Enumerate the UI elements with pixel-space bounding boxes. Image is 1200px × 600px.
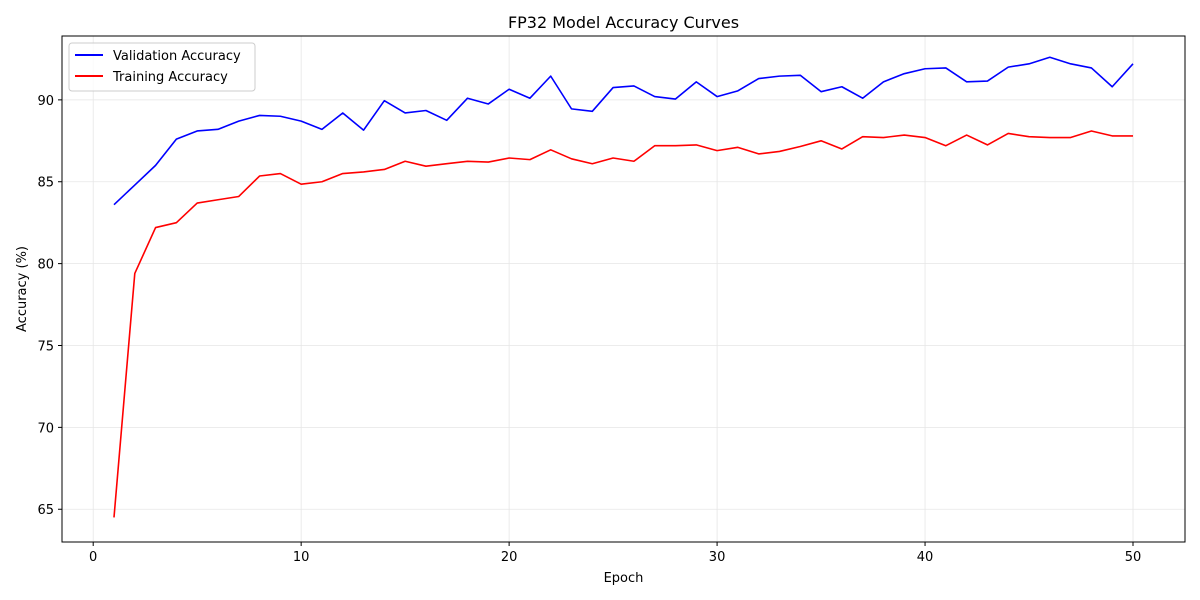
y-tick-label: 80 — [37, 258, 54, 273]
legend-box — [68, 42, 256, 92]
legend-label-training: Training Accuracy — [112, 70, 228, 85]
x-tick-label: 50 — [1125, 550, 1142, 565]
x-axis-label: Epoch — [604, 571, 644, 586]
y-axis-label: Accuracy (%) — [15, 246, 30, 332]
legend: Validation Accuracy Training Accuracy — [68, 42, 256, 92]
axis-ticks: 0 10 20 30 40 50 65 70 75 80 85 90 — [37, 94, 1141, 565]
y-tick-label: 85 — [37, 176, 54, 191]
grid-lines — [62, 36, 1185, 542]
y-tick-label: 70 — [37, 421, 54, 436]
series-line-validation-accuracy — [113, 56, 1134, 206]
series-line-training-accuracy — [113, 130, 1134, 518]
x-tick-label: 20 — [501, 550, 518, 565]
y-tick-label: 65 — [37, 503, 54, 518]
x-tick-label: 30 — [709, 550, 726, 565]
x-tick-label: 0 — [89, 550, 97, 565]
legend-label-validation: Validation Accuracy — [113, 49, 241, 64]
chart-title: FP32 Model Accuracy Curves — [508, 13, 739, 32]
plot-frame — [61, 35, 1186, 543]
series-lines — [113, 56, 1134, 518]
y-tick-label: 75 — [37, 339, 54, 354]
y-tick-label: 90 — [37, 94, 54, 109]
x-tick-label: 40 — [917, 550, 934, 565]
x-tick-label: 10 — [293, 550, 310, 565]
